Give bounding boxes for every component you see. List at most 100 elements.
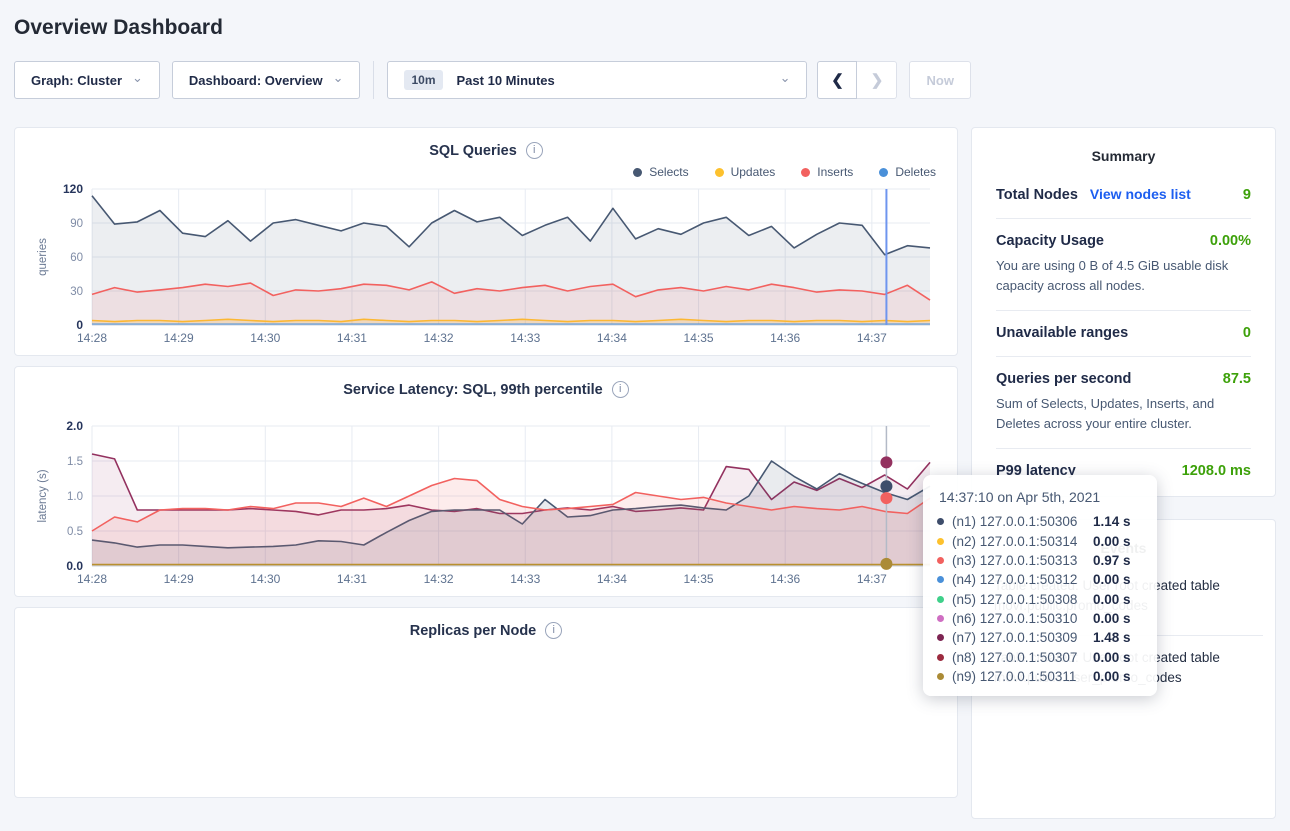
legend-dot-icon (879, 167, 889, 177)
info-icon[interactable]: i (525, 142, 543, 159)
svg-text:14:29: 14:29 (164, 331, 194, 345)
info-icon[interactable]: i (545, 622, 563, 639)
tooltip-date: on Apr 5th, 2021 (993, 489, 1101, 505)
tooltip-rows: (n1) 127.0.0.1:50306 1.14 s (n2) 127.0.0.1… (937, 512, 1143, 686)
summary-card: Summary Total Nodes View nodes list 9 Capac… (971, 127, 1276, 497)
summary-row: Unavailable ranges 0 (996, 311, 1251, 357)
svg-text:14:31: 14:31 (337, 331, 367, 345)
time-step-buttons: ❮ ❯ (817, 61, 898, 99)
summary-label: Total Nodes (996, 187, 1078, 203)
summary-label: Queries per second (996, 371, 1132, 387)
tooltip-row: (n3) 127.0.0.1:50313 0.97 s (937, 551, 1143, 570)
svg-text:14:35: 14:35 (684, 331, 714, 345)
node-series-dot-icon (937, 634, 944, 642)
summary-description: You are using 0 B of 4.5 GiB usable disk… (996, 258, 1229, 293)
tooltip-row: (n1) 127.0.0.1:50306 1.14 s (937, 512, 1143, 531)
tooltip-row: (n2) 127.0.0.1:50314 0.00 s (937, 531, 1143, 550)
summary-value: 0.00% (1209, 233, 1251, 249)
tooltip-row: (n7) 127.0.0.1:50309 1.48 s (937, 628, 1143, 647)
page-title: Overview Dashboard (14, 16, 223, 39)
service-latency-chart[interactable]: 14:28 14:29 14:30 14:31 14:32 14:33 14:34 14:35… (32, 418, 940, 590)
now-button[interactable]: Now (909, 61, 971, 99)
svg-text:0: 0 (76, 318, 83, 332)
svg-text:14:34: 14:34 (597, 572, 627, 586)
tooltip-node-label: (n2) 127.0.0.1:50314 (952, 533, 1078, 549)
svg-text:queries: queries (37, 238, 49, 276)
node-series-dot-icon (937, 518, 944, 526)
svg-text:60: 60 (70, 252, 83, 264)
summary-value: 0 (1242, 325, 1251, 341)
view-nodes-list-link[interactable]: View nodes list (1089, 186, 1191, 202)
svg-text:14:37: 14:37 (857, 572, 887, 586)
time-range-badge: 10m (404, 70, 443, 90)
tooltip-node-value: 0.00 s (1093, 649, 1131, 665)
tooltip-node-label: (n3) 127.0.0.1:50313 (952, 552, 1078, 568)
svg-text:14:29: 14:29 (164, 572, 194, 586)
svg-text:14:37: 14:37 (857, 331, 887, 345)
svg-text:14:33: 14:33 (510, 331, 540, 345)
chevron-down-icon: ⌄ (332, 70, 344, 85)
svg-text:0.0: 0.0 (66, 559, 83, 573)
svg-text:14:30: 14:30 (250, 331, 280, 345)
dashboard-dropdown[interactable]: Dashboard: Overview ⌄ (171, 61, 361, 99)
tooltip-node-label: (n6) 127.0.0.1:50310 (952, 611, 1078, 627)
chart-title: Service Latency: SQL, 99th percentile (343, 381, 603, 398)
chart-header: Replicas per Node i (32, 622, 940, 639)
toolbar-divider (373, 61, 375, 99)
legend-dot-icon (714, 167, 724, 177)
node-series-dot-icon (937, 673, 944, 681)
tooltip-node-label: (n1) 127.0.0.1:50306 (952, 514, 1078, 530)
svg-text:14:32: 14:32 (424, 572, 454, 586)
legend-item[interactable]: Deletes (879, 165, 936, 179)
summary-value: 1208.0 ms (1181, 463, 1251, 479)
svg-text:14:31: 14:31 (337, 572, 367, 586)
tooltip-node-label: (n4) 127.0.0.1:50312 (952, 572, 1078, 588)
graph-dropdown[interactable]: Graph: Cluster ⌄ (14, 61, 160, 99)
sql-queries-card: SQL Queries i Selects Updates Inserts Delet… (14, 127, 958, 356)
legend-item[interactable]: Inserts (801, 165, 853, 179)
sql-queries-chart[interactable]: 14:28 14:29 14:30 14:31 14:32 14:33 14:34 14:35… (32, 181, 940, 349)
service-latency-card: Service Latency: SQL, 99th percentile i … (14, 366, 958, 597)
tooltip-node-value: 1.48 s (1093, 630, 1131, 646)
tooltip-node-label: (n9) 127.0.0.1:50311 (952, 669, 1077, 685)
svg-text:0.5: 0.5 (67, 526, 83, 538)
time-prev-button[interactable]: ❮ (817, 61, 858, 99)
svg-text:2.0: 2.0 (66, 419, 83, 433)
node-series-dot-icon (937, 653, 944, 661)
svg-text:14:36: 14:36 (770, 331, 800, 345)
replicas-per-node-chart[interactable] (32, 641, 940, 791)
summary-label: Unavailable ranges (996, 325, 1129, 341)
svg-text:latency (s): latency (s) (37, 469, 49, 522)
info-icon[interactable]: i (611, 381, 629, 398)
tooltip-node-label: (n7) 127.0.0.1:50309 (952, 630, 1078, 646)
summary-label: Capacity Usage (996, 233, 1104, 249)
tooltip-node-value: 0.00 s (1093, 611, 1131, 627)
tooltip-timestamp: 14:37:10 on Apr 5th, 2021 (939, 489, 1143, 505)
svg-text:14:30: 14:30 (250, 572, 280, 586)
graph-dropdown-label: Graph: Cluster (31, 72, 123, 88)
tooltip-row: (n8) 127.0.0.1:50307 0.00 s (937, 648, 1143, 667)
node-series-dot-icon (937, 576, 944, 584)
chart-header: SQL Queries i (32, 142, 940, 159)
legend-label: Selects (649, 165, 689, 179)
time-range-selector[interactable]: 10m Past 10 Minutes ⌄ (387, 61, 808, 99)
chart-header: Service Latency: SQL, 99th percentile i (32, 381, 940, 398)
tooltip-node-value: 0.00 s (1093, 572, 1131, 588)
svg-text:14:36: 14:36 (770, 572, 800, 586)
chart-title: SQL Queries (429, 142, 517, 159)
time-next-button[interactable]: ❯ (857, 61, 898, 99)
summary-row: Queries per second 87.5 Sum of Selects, Up… (996, 357, 1251, 449)
replicas-per-node-card: Replicas per Node i (14, 607, 958, 798)
legend-item[interactable]: Selects (633, 165, 689, 179)
svg-text:1.5: 1.5 (67, 456, 83, 468)
legend-item[interactable]: Updates (714, 165, 775, 179)
tooltip-node-value: 0.97 s (1093, 552, 1131, 568)
svg-text:30: 30 (70, 286, 83, 298)
tooltip-time: 14:37:10 (939, 489, 994, 505)
legend-label: Deletes (895, 165, 936, 179)
time-range-label: Past 10 Minutes (456, 72, 555, 88)
tooltip-node-label: (n5) 127.0.0.1:50308 (952, 591, 1078, 607)
svg-text:14:34: 14:34 (597, 331, 627, 345)
dashboard-dropdown-label: Dashboard: Overview (188, 72, 323, 88)
svg-text:14:32: 14:32 (424, 331, 454, 345)
